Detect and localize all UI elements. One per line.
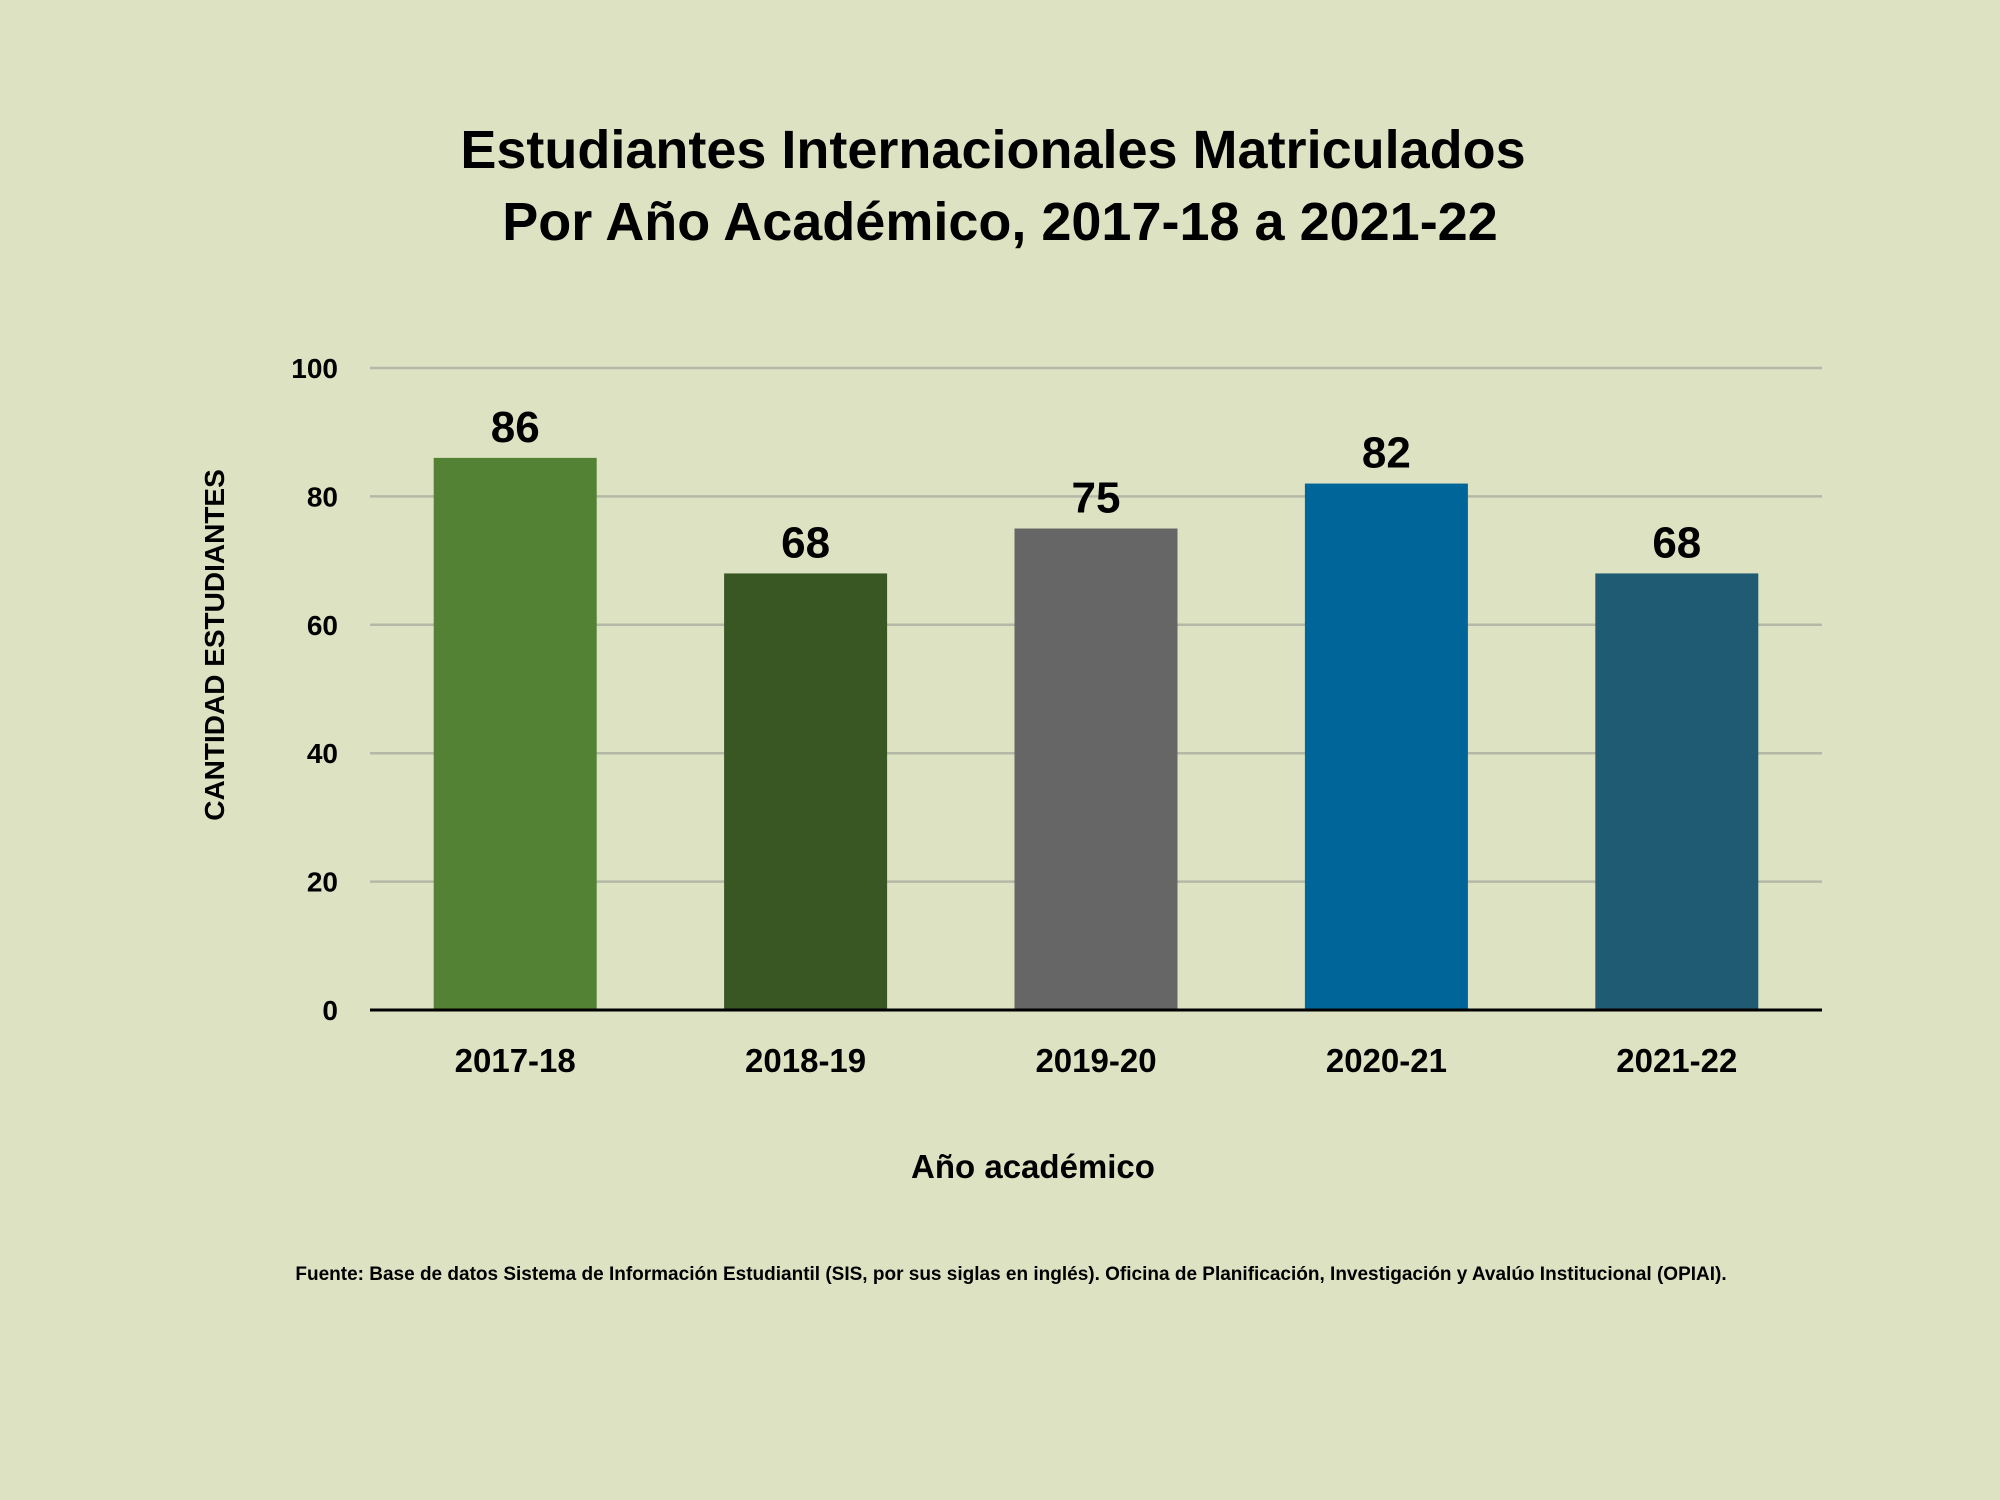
y-tick-label: 80: [307, 481, 338, 512]
bar-2021-22: [1595, 573, 1759, 1010]
category-label-2018-19: 2018-19: [745, 1042, 866, 1079]
data-label-2020-21: 82: [1362, 429, 1411, 478]
data-labels: 86 68 75 82 68: [491, 403, 1702, 568]
bar-2018-19: [724, 573, 888, 1010]
bar-2017-18: [433, 457, 597, 1010]
y-tick-label: 60: [307, 610, 338, 641]
category-label-2017-18: 2017-18: [455, 1042, 576, 1079]
chart-title-line-2: Por Año Académico, 2017-18 a 2021-22: [502, 192, 1498, 252]
x-axis-categories: 2017-18 2018-19 2019-20 2020-21 2021-22: [455, 1042, 1738, 1079]
data-label-2021-22: 68: [1652, 518, 1701, 567]
category-label-2021-22: 2021-22: [1616, 1042, 1737, 1079]
category-label-2019-20: 2019-20: [1035, 1042, 1156, 1079]
y-tick-label: 0: [322, 995, 338, 1026]
x-axis-title: Año académico: [911, 1148, 1155, 1185]
data-label-2017-18: 86: [491, 403, 540, 452]
y-tick-label: 20: [307, 867, 338, 898]
category-label-2020-21: 2020-21: [1326, 1042, 1447, 1079]
y-axis-ticks: 0 20 40 60 80 100: [291, 353, 338, 1026]
y-axis-title: CANTIDAD ESTUDIANTES: [199, 469, 230, 821]
bar-2019-20: [1014, 528, 1178, 1010]
bar-2020-21: [1304, 483, 1468, 1010]
source-note: Fuente: Base de datos Sistema de Informa…: [295, 1264, 1726, 1285]
chart-title-line-1: Estudiantes Internacionales Matriculados: [460, 120, 1525, 180]
y-tick-label: 100: [291, 353, 338, 384]
data-label-2018-19: 68: [781, 518, 830, 567]
data-label-2019-20: 75: [1072, 474, 1121, 523]
bars: [433, 457, 1759, 1010]
y-tick-label: 40: [307, 738, 338, 769]
